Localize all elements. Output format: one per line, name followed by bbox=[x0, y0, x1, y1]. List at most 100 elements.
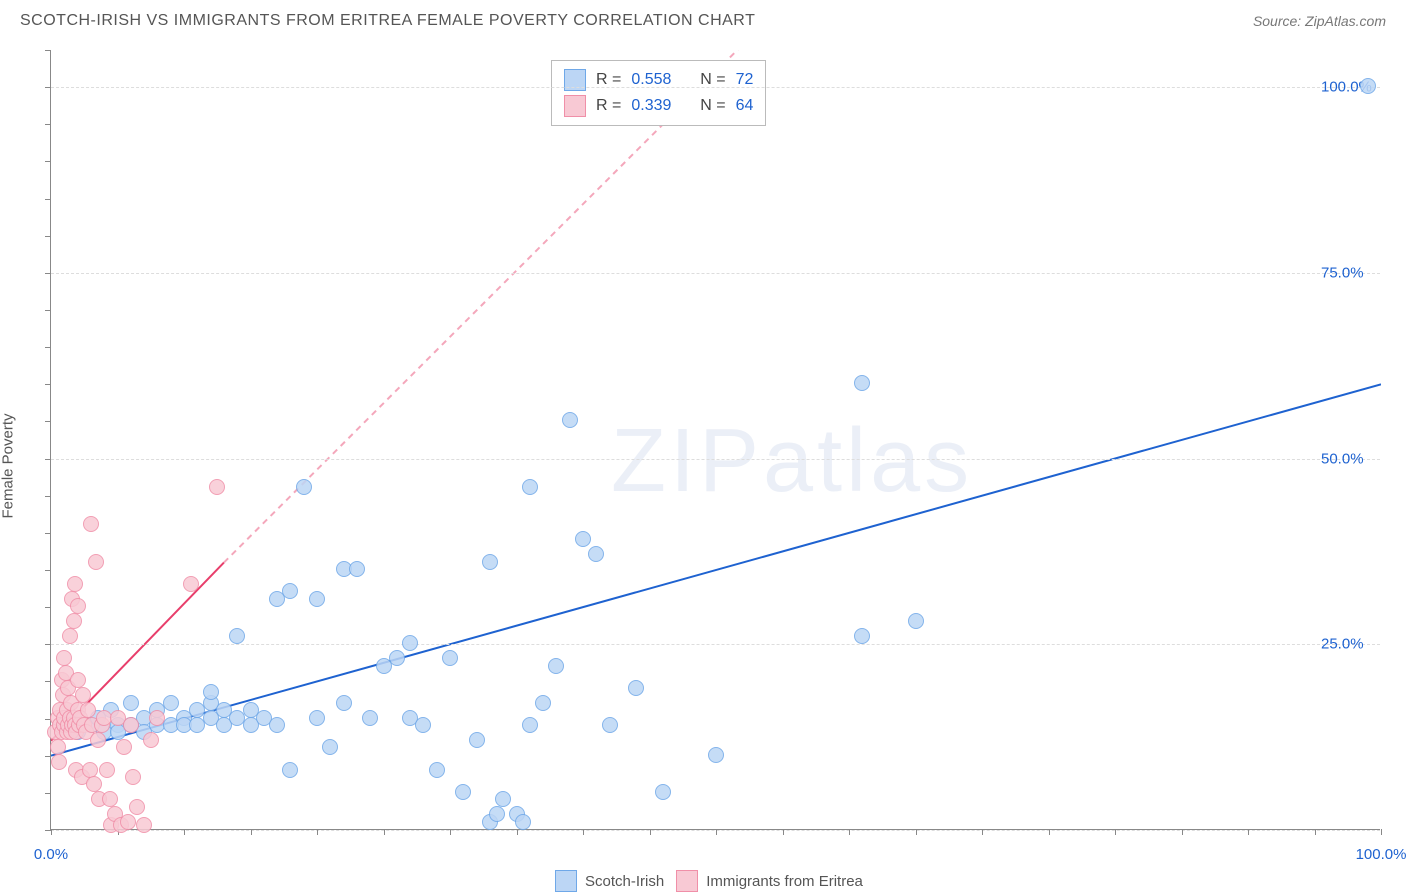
tick-x bbox=[1115, 829, 1116, 835]
data-point bbox=[66, 613, 82, 629]
data-point bbox=[854, 375, 870, 391]
data-point bbox=[143, 732, 159, 748]
data-point bbox=[90, 732, 106, 748]
data-point bbox=[655, 784, 671, 800]
y-tick-label: 25.0% bbox=[1321, 636, 1364, 653]
data-point bbox=[50, 739, 66, 755]
tick-x bbox=[317, 829, 318, 835]
data-point bbox=[123, 695, 139, 711]
data-point bbox=[336, 695, 352, 711]
data-point bbox=[548, 658, 564, 674]
data-point bbox=[442, 650, 458, 666]
tick-y bbox=[45, 644, 51, 645]
tick-y bbox=[45, 124, 51, 125]
gridline-y bbox=[51, 273, 1380, 274]
tick-x bbox=[849, 829, 850, 835]
data-point bbox=[708, 747, 724, 763]
tick-y bbox=[45, 830, 51, 831]
data-point bbox=[125, 769, 141, 785]
data-point bbox=[908, 613, 924, 629]
data-point bbox=[522, 479, 538, 495]
data-point bbox=[183, 576, 199, 592]
gridline-y bbox=[51, 644, 1380, 645]
tick-y bbox=[45, 793, 51, 794]
tick-x bbox=[251, 829, 252, 835]
tick-y bbox=[45, 50, 51, 51]
data-point bbox=[389, 650, 405, 666]
tick-x bbox=[1315, 829, 1316, 835]
tick-x bbox=[716, 829, 717, 835]
tick-y bbox=[45, 607, 51, 608]
tick-x bbox=[1049, 829, 1050, 835]
tick-x bbox=[1182, 829, 1183, 835]
correlation-legend: R =0.558 N =72R =0.339 N =64 bbox=[551, 60, 766, 126]
data-point bbox=[515, 814, 531, 830]
data-point bbox=[88, 554, 104, 570]
data-point bbox=[322, 739, 338, 755]
data-point bbox=[83, 516, 99, 532]
tick-y bbox=[45, 87, 51, 88]
data-point bbox=[309, 591, 325, 607]
y-tick-label: 75.0% bbox=[1321, 264, 1364, 281]
tick-y bbox=[45, 681, 51, 682]
tick-x bbox=[982, 829, 983, 835]
tick-x bbox=[783, 829, 784, 835]
data-point bbox=[402, 635, 418, 651]
y-axis-label: Female Poverty bbox=[0, 413, 17, 518]
data-point bbox=[62, 628, 78, 644]
tick-x bbox=[583, 829, 584, 835]
chart-header: SCOTCH-IRISH VS IMMIGRANTS FROM ERITREA … bbox=[0, 0, 1406, 38]
tick-y bbox=[45, 570, 51, 571]
legend-swatch bbox=[555, 870, 577, 892]
data-point bbox=[86, 776, 102, 792]
tick-x bbox=[450, 829, 451, 835]
corr-row: R =0.339 N =64 bbox=[564, 93, 753, 119]
tick-x bbox=[1248, 829, 1249, 835]
data-point bbox=[495, 791, 511, 807]
gridline-y bbox=[51, 459, 1380, 460]
data-point bbox=[349, 561, 365, 577]
data-point bbox=[70, 598, 86, 614]
tick-y bbox=[45, 421, 51, 422]
data-point bbox=[209, 479, 225, 495]
tick-x bbox=[384, 829, 385, 835]
data-point bbox=[282, 583, 298, 599]
tick-x bbox=[916, 829, 917, 835]
data-point bbox=[203, 684, 219, 700]
chart-area: Female Poverty ZIPatlas R =0.558 N =72R … bbox=[0, 40, 1406, 892]
data-point bbox=[522, 717, 538, 733]
data-point bbox=[482, 554, 498, 570]
data-point bbox=[429, 762, 445, 778]
y-tick-label: 50.0% bbox=[1321, 450, 1364, 467]
x-tick-label: 100.0% bbox=[1356, 846, 1406, 863]
watermark: ZIPatlas bbox=[611, 410, 973, 513]
tick-y bbox=[45, 347, 51, 348]
data-point bbox=[80, 702, 96, 718]
tick-x bbox=[1381, 829, 1382, 835]
corr-row: R =0.558 N =72 bbox=[564, 67, 753, 93]
data-point bbox=[602, 717, 618, 733]
data-point bbox=[129, 799, 145, 815]
data-point bbox=[588, 546, 604, 562]
legend-item: Scotch-Irish bbox=[555, 870, 664, 892]
legend-item: Immigrants from Eritrea bbox=[676, 870, 863, 892]
legend-swatch bbox=[564, 95, 586, 117]
data-point bbox=[136, 817, 152, 833]
tick-x bbox=[51, 829, 52, 835]
data-point bbox=[120, 814, 136, 830]
data-point bbox=[123, 717, 139, 733]
data-point bbox=[1360, 78, 1376, 94]
data-point bbox=[535, 695, 551, 711]
data-point bbox=[489, 806, 505, 822]
tick-y bbox=[45, 756, 51, 757]
data-point bbox=[82, 762, 98, 778]
x-tick-label: 0.0% bbox=[34, 846, 68, 863]
data-point bbox=[854, 628, 870, 644]
data-point bbox=[102, 791, 118, 807]
data-point bbox=[56, 650, 72, 666]
legend-label: Immigrants from Eritrea bbox=[706, 873, 863, 890]
data-point bbox=[455, 784, 471, 800]
data-point bbox=[229, 628, 245, 644]
tick-x bbox=[517, 829, 518, 835]
data-point bbox=[75, 687, 91, 703]
